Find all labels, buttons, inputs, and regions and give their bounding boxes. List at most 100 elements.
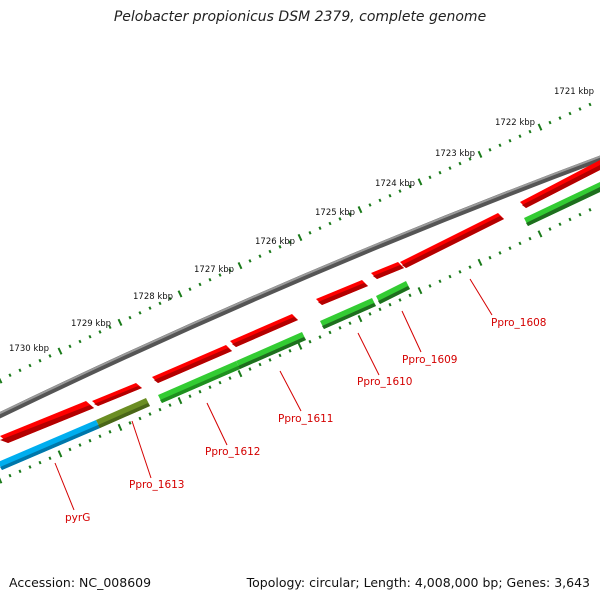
tick-mark <box>158 407 162 412</box>
gene-label-lines <box>54 278 493 511</box>
scale-label-1728: 1728 kbp <box>133 292 173 302</box>
tick-mark <box>138 416 142 421</box>
gene-features <box>0 182 600 470</box>
tick-mark <box>288 349 292 353</box>
tick-mark <box>488 255 492 260</box>
tick-mark <box>38 358 42 363</box>
tick-mark <box>57 450 63 458</box>
tick-mark <box>198 282 202 287</box>
tick-mark <box>338 326 342 330</box>
tick-mark <box>458 161 462 166</box>
tick-mark <box>558 116 562 120</box>
tick-mark <box>48 354 52 358</box>
tick-mark <box>448 274 452 279</box>
tick-mark <box>218 380 222 385</box>
topology-text: Topology: circular; Length: 4,008,000 bp… <box>246 575 590 590</box>
tick-mark <box>18 368 22 373</box>
tick-mark <box>588 208 592 212</box>
tick-mark <box>288 240 292 244</box>
tick-mark <box>508 246 512 250</box>
tick-mark <box>518 134 522 138</box>
tick-mark <box>297 233 303 242</box>
scale-ring <box>0 102 592 384</box>
tick-mark <box>408 184 412 189</box>
tick-mark <box>117 318 123 326</box>
tick-mark <box>348 321 352 326</box>
tick-mark <box>398 189 402 193</box>
tick-mark <box>177 397 183 405</box>
tick-mark <box>88 438 92 443</box>
tick-mark <box>168 403 172 407</box>
tick-mark <box>318 335 322 339</box>
tick-mark <box>128 421 132 425</box>
tick-mark <box>228 268 232 273</box>
tick-mark <box>468 157 472 161</box>
tick-mark <box>518 241 522 246</box>
genome-backbone <box>0 155 600 419</box>
tick-mark <box>78 443 82 447</box>
tick-mark <box>148 412 152 416</box>
gene-label-Ppro_1611: Ppro_1611 <box>278 413 333 425</box>
tick-mark <box>0 377 3 384</box>
tick-mark <box>28 363 32 368</box>
tick-mark <box>208 385 212 389</box>
tick-mark <box>237 369 243 378</box>
tick-mark <box>138 311 142 315</box>
tick-mark <box>568 111 572 116</box>
tick-mark <box>488 148 492 152</box>
tick-mark <box>468 265 472 269</box>
tick-mark <box>218 273 222 277</box>
gene-label-pyrG: pyrG <box>65 512 90 524</box>
tick-mark <box>348 212 352 217</box>
tick-mark <box>417 178 423 186</box>
tick-mark <box>378 198 382 203</box>
tick-mark <box>248 367 252 371</box>
tick-mark <box>248 259 252 263</box>
tick-mark <box>177 290 183 298</box>
tick-mark <box>48 456 52 461</box>
tick-mark <box>528 236 532 241</box>
tick-mark <box>88 334 92 339</box>
tick-mark <box>368 203 372 207</box>
tick-mark <box>537 230 543 238</box>
tick-mark <box>0 477 3 484</box>
tick-mark <box>357 206 363 214</box>
inner-scale-ring <box>0 208 592 484</box>
gene-label-Ppro_1612: Ppro_1612 <box>205 446 260 458</box>
scale-label-1724: 1724 kbp <box>375 179 415 189</box>
tick-mark <box>188 287 192 291</box>
tick-mark <box>318 226 322 230</box>
tick-mark <box>477 150 483 158</box>
scale-label-1729: 1729 kbp <box>71 319 111 329</box>
tick-mark <box>117 423 123 432</box>
tick-mark <box>458 270 462 274</box>
tick-mark <box>578 212 582 217</box>
tick-mark <box>268 358 272 362</box>
tick-mark <box>398 298 402 302</box>
scale-label-1726: 1726 kbp <box>255 237 295 247</box>
tick-mark <box>68 447 72 452</box>
tick-mark <box>448 166 452 170</box>
tick-mark <box>388 302 392 307</box>
tick-mark <box>328 221 332 226</box>
tick-mark <box>357 315 363 323</box>
tick-mark <box>18 469 22 474</box>
tick-mark <box>498 251 502 255</box>
tick-mark <box>477 258 483 266</box>
tick-mark <box>438 279 442 284</box>
tick-mark <box>328 330 332 335</box>
scale-label-1721: 1721 kbp <box>554 87 594 97</box>
tick-mark <box>98 330 102 334</box>
tick-mark <box>108 430 112 434</box>
tick-mark <box>228 376 232 380</box>
tick-mark <box>268 249 272 254</box>
gene-label-Ppro_1610: Ppro_1610 <box>357 376 412 388</box>
tick-mark <box>278 353 282 358</box>
tick-mark <box>57 347 63 355</box>
gene-label-Ppro_1609: Ppro_1609 <box>402 354 457 366</box>
tick-mark <box>578 107 582 111</box>
tick-mark <box>558 222 562 227</box>
tick-mark <box>258 254 262 258</box>
tick-mark <box>258 362 262 367</box>
